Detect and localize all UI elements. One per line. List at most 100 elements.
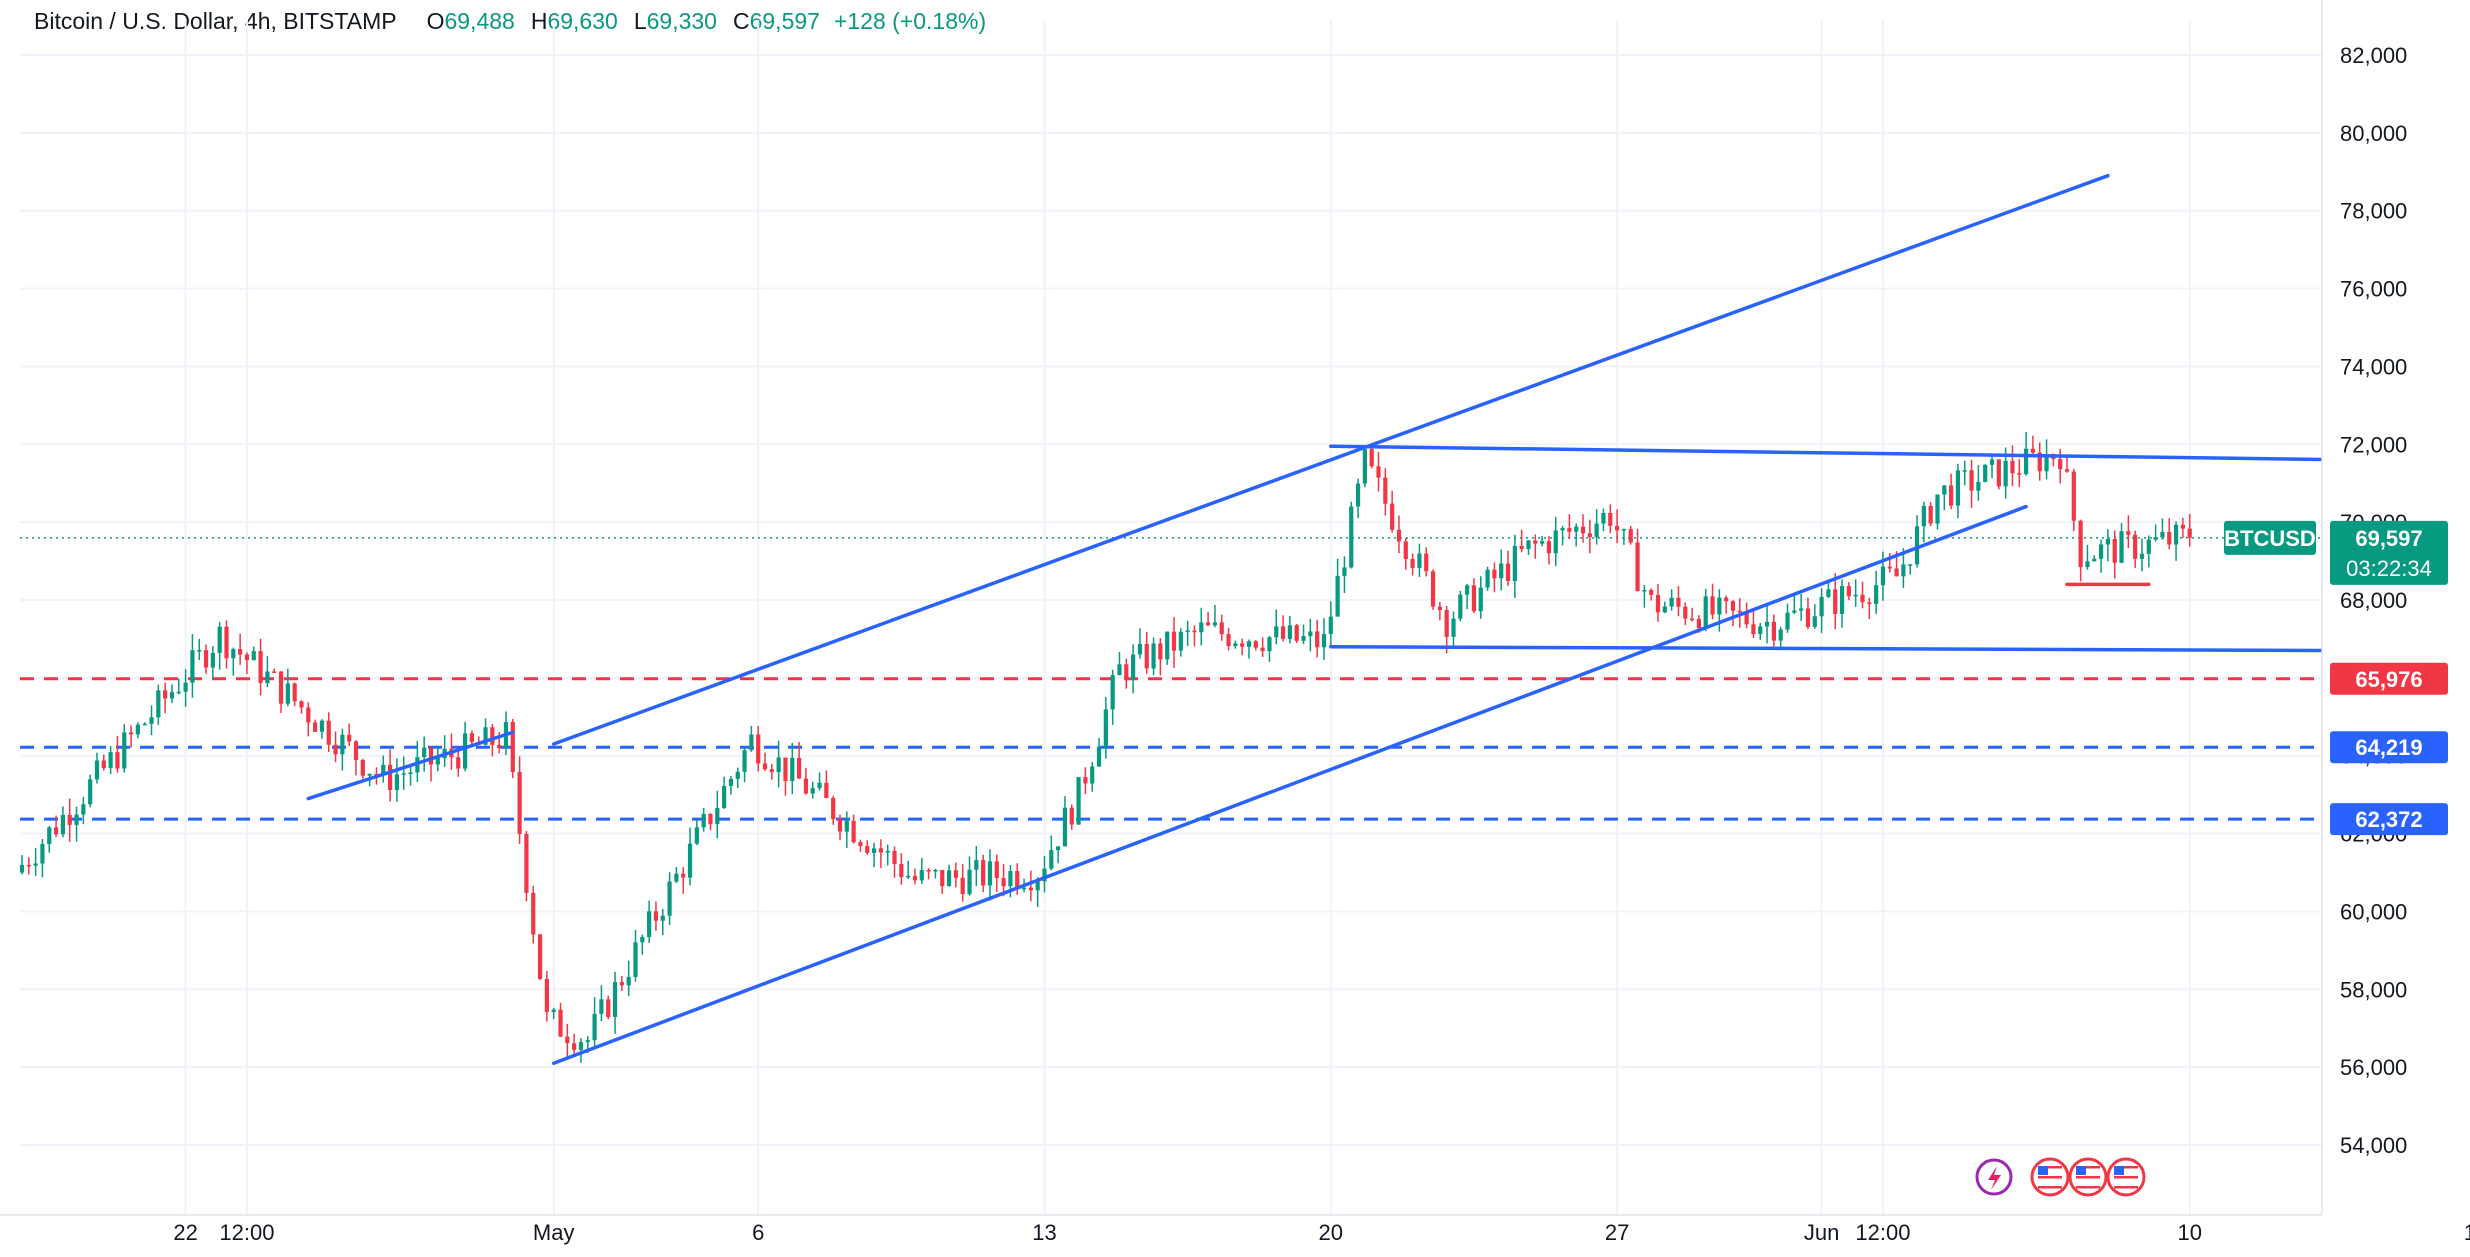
candle-body: [619, 982, 624, 986]
candle-body: [1096, 746, 1102, 767]
low-value: 69,330: [646, 8, 717, 34]
candle-body: [681, 873, 686, 878]
lightning-icon[interactable]: [1975, 1158, 2013, 1196]
candle-body: [967, 869, 972, 895]
candle-body: [231, 649, 236, 659]
candle-body: [612, 982, 618, 1017]
candle-body: [456, 757, 461, 769]
candle-body: [163, 690, 168, 699]
candle-body: [1103, 709, 1108, 747]
candle-body: [1819, 596, 1824, 617]
candle-body: [47, 827, 52, 844]
candle-body: [74, 814, 79, 825]
price-axis[interactable]: 54,00056,00058,00060,00062,00064,00066,0…: [2321, 0, 2470, 1257]
candle-body: [394, 774, 400, 790]
candle-body: [728, 778, 734, 787]
candle-body: [128, 732, 134, 735]
candle-body: [1792, 610, 1797, 613]
candle-body: [762, 763, 768, 770]
candle-body: [238, 649, 243, 655]
event-icons[interactable]: [1975, 1157, 2146, 1197]
time-tick-label: 6: [752, 1220, 764, 1245]
candle-body: [108, 752, 113, 768]
candle-body: [735, 771, 740, 779]
level-badge: [2330, 731, 2448, 764]
candle-body: [1928, 505, 1933, 524]
candle-body: [919, 870, 924, 881]
level-badge-label: 65,976: [2355, 667, 2422, 692]
candle-body: [1226, 634, 1231, 647]
candle-body: [1117, 664, 1122, 676]
candle-body: [1390, 503, 1395, 530]
open-value: 69,488: [444, 8, 515, 34]
candle-body: [142, 723, 147, 726]
symbol-badge-label: BTCUSD: [2224, 526, 2316, 551]
level-badge-label: 64,219: [2355, 735, 2422, 760]
candle-body: [462, 733, 468, 769]
candle-body: [987, 861, 993, 886]
time-axis[interactable]: 22 12:00 May 6 13 20 27 Jun 12:00 10 17: [0, 1214, 2470, 1257]
candle-body: [1976, 481, 1981, 491]
candle-body: [176, 691, 181, 694]
candle-body: [946, 870, 952, 887]
candle-body: [26, 864, 31, 867]
candle-body: [401, 773, 406, 775]
candle-body: [810, 788, 815, 794]
candle-body: [1069, 807, 1074, 825]
candle-body: [2126, 531, 2131, 535]
candle-body: [1574, 526, 1579, 532]
time-tick-label: 17: [2464, 1220, 2470, 1245]
candle-body: [1492, 569, 1497, 579]
candle-body: [285, 683, 290, 704]
candle-body: [1165, 631, 1170, 660]
price-tick-label: 60,000: [2340, 899, 2407, 924]
trend-lines[interactable]: [306, 173, 2356, 1065]
candle-body: [1124, 664, 1129, 680]
candle-body: [1417, 553, 1422, 568]
candle-body: [1021, 887, 1027, 890]
candle-body: [844, 820, 849, 832]
candle-body: [1669, 597, 1674, 607]
candle-body: [803, 778, 809, 794]
candle-body: [1635, 542, 1640, 592]
candle-body: [2180, 524, 2185, 529]
candle-body: [2146, 539, 2151, 554]
candle-body: [1465, 585, 1470, 595]
candle-body: [1921, 505, 1926, 527]
candle-body: [599, 999, 604, 1014]
candle-body: [551, 1009, 556, 1012]
chart-legend: Bitcoin / U.S. Dollar, 4h, BITSTAMP O 69,…: [34, 8, 986, 35]
price-axis-bg: [2322, 0, 2470, 1257]
us-flag-icon[interactable]: [2068, 1157, 2108, 1197]
candle-body: [626, 976, 631, 986]
candle-body: [1049, 850, 1054, 869]
candle-body: [333, 744, 338, 755]
candle-body: [1008, 871, 1013, 887]
candle-body: [1737, 610, 1742, 613]
candle-body: [1601, 512, 1606, 524]
candle-body: [1799, 608, 1804, 611]
candle-body: [1219, 622, 1224, 635]
candle-body: [1199, 622, 1204, 633]
candle-body: [1642, 590, 1647, 592]
candle-body: [313, 722, 318, 732]
candle-body: [776, 757, 781, 773]
candle-body: [1655, 594, 1661, 613]
candle-body: [1328, 616, 1333, 634]
candle-body: [2119, 531, 2124, 563]
candle-body: [2003, 460, 2008, 487]
candle-body: [40, 843, 45, 864]
us-flag-icon[interactable]: [2106, 1157, 2146, 1197]
candle-body: [831, 798, 836, 820]
candle-body: [1001, 878, 1006, 887]
candle-body: [1349, 506, 1354, 568]
candle-body: [953, 870, 958, 878]
time-tick-label: May: [533, 1220, 575, 1245]
candle-body: [2024, 448, 2029, 475]
candle-body: [1315, 631, 1320, 648]
candle-body: [797, 757, 802, 779]
candle-body: [837, 819, 843, 832]
candle-body: [1280, 626, 1286, 639]
us-flag-icon[interactable]: [2030, 1157, 2070, 1197]
